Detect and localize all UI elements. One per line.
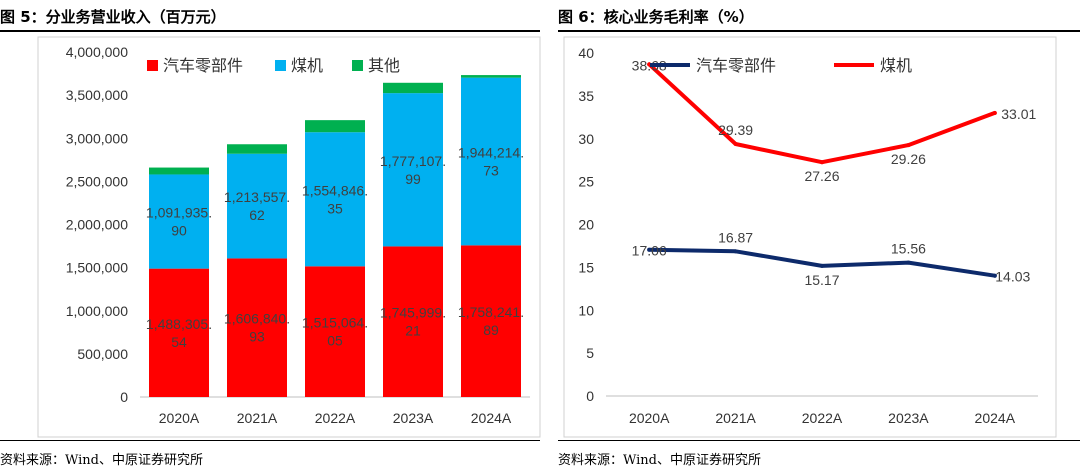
bar-segment (383, 82, 443, 94)
data-label: 16.87 (718, 229, 753, 245)
data-label: 38.68 (632, 57, 667, 73)
legend-label: 煤机 (291, 57, 323, 75)
y-tick-label: 40 (578, 45, 594, 61)
left-figure: 图 5：分业务营业收入（百万元） 0 500,000 1,000,000 1,500,… (0, 8, 541, 468)
y-tick-label: 15 (578, 259, 594, 275)
data-label: 29.26 (891, 151, 926, 167)
left-source-note: 资料来源：Wind、中原证券研究所 (0, 453, 203, 468)
data-label: 14.03 (995, 269, 1030, 285)
data-label: 1,488,305. 54 (146, 316, 212, 350)
y-tick-label: 5 (586, 345, 594, 361)
data-label: 1,745,999. 21 (380, 305, 446, 339)
bar-segment (383, 93, 443, 247)
x-tick-label: 2020A (629, 410, 670, 426)
right-title-rule (558, 30, 1080, 32)
data-label: 15.17 (804, 272, 839, 288)
data-label: 1,554,846. 35 (302, 182, 368, 216)
data-point (733, 141, 738, 146)
data-label: 1,091,935. 90 (146, 205, 212, 239)
data-label: 29.39 (718, 122, 753, 138)
data-label: 1,606,840. 93 (224, 311, 290, 345)
y-tick-label: 4,000,000 (66, 44, 128, 60)
y-tick-label: 20 (578, 217, 594, 233)
data-label: 1,515,064. 05 (302, 315, 368, 349)
margin-line-chart: 0 5 10 15 20 25 30 35 40 2020A 2021A 2022A 2023A 2024… (563, 36, 1057, 438)
bar-segment (305, 266, 365, 397)
data-label: 1,777,107. 99 (380, 153, 446, 187)
data-point (820, 160, 824, 165)
right-source-rule (558, 440, 1080, 441)
data-label: 1,944,214. 73 (458, 145, 524, 179)
bar-segment (305, 120, 365, 133)
data-label: 27.26 (804, 168, 839, 184)
x-tick-label: 2024A (975, 410, 1016, 426)
y-tick-label: 35 (578, 88, 594, 104)
legend-label: 汽车零部件 (163, 57, 243, 75)
data-label: 33.01 (1001, 106, 1036, 122)
series-line (647, 62, 997, 165)
bar-segment (227, 153, 287, 259)
legend-label: 煤机 (880, 57, 912, 75)
y-tick-label: 2,500,000 (66, 173, 128, 189)
right-source-note: 资料来源：Wind、中原证券研究所 (558, 453, 761, 468)
chart-frame (37, 36, 541, 438)
data-point (906, 143, 911, 148)
y-tick-label: 3,000,000 (66, 130, 128, 146)
y-tick-label: 500,000 (77, 346, 128, 362)
data-point (992, 273, 997, 278)
data-point (647, 247, 652, 252)
y-tick-label: 3,500,000 (66, 87, 128, 103)
y-tick-label: 1,000,000 (66, 303, 128, 319)
x-tick-label: 2023A (393, 410, 434, 426)
y-tick-label: 30 (578, 131, 594, 147)
data-point (820, 263, 824, 268)
legend-label: 汽车零部件 (696, 57, 776, 75)
bar-segment (149, 268, 209, 397)
legend-label: 其他 (368, 57, 400, 75)
bar-segment (149, 174, 209, 269)
left-source-rule (0, 440, 540, 441)
data-label: 15.56 (891, 241, 926, 257)
x-tick-label: 2022A (802, 410, 843, 426)
data-point (992, 110, 997, 115)
revenue-bar-chart: 0 500,000 1,000,000 1,500,000 2,000,000 2,500… (37, 36, 541, 438)
left-figure-title: 图 5：分业务营业收入（百万元） (0, 8, 226, 26)
legend-swatch (275, 60, 286, 71)
y-tick-label: 1,500,000 (66, 260, 128, 276)
left-title-rule (0, 30, 540, 32)
y-tick-label: 0 (586, 388, 594, 404)
x-tick-label: 2020A (159, 410, 200, 426)
right-figure-title: 图 6：核心业务毛利率（%） (558, 8, 754, 26)
x-tick-label: 2021A (715, 410, 756, 426)
data-label: 1,213,557. 62 (224, 189, 290, 223)
y-tick-label: 0 (120, 389, 128, 405)
data-point (906, 260, 911, 265)
x-tick-label: 2023A (888, 410, 929, 426)
x-tick-label: 2022A (315, 410, 356, 426)
bar-segment (461, 245, 521, 397)
y-tick-label: 25 (578, 174, 594, 190)
x-tick-label: 2024A (471, 410, 512, 426)
bar-segment (149, 167, 209, 175)
chart-frame (563, 36, 1057, 438)
bar-segment (461, 77, 521, 246)
right-figure: 图 6：核心业务毛利率（%） 0 5 10 15 20 25 30 35 40 2020A 2021… (558, 0, 1080, 474)
bar-segment (461, 75, 521, 78)
bar-segment (305, 132, 365, 267)
x-tick-label: 2021A (237, 410, 278, 426)
data-label: 1,758,241. 89 (458, 304, 524, 338)
legend-swatch (147, 60, 158, 71)
data-point (733, 249, 738, 254)
data-label: 17.06 (632, 243, 667, 259)
y-tick-label: 10 (578, 302, 594, 318)
bar-segment (227, 258, 287, 397)
bar-segment (227, 144, 287, 154)
legend-swatch (352, 60, 363, 71)
bar-segment (383, 246, 443, 397)
y-tick-label: 2,000,000 (66, 217, 128, 233)
